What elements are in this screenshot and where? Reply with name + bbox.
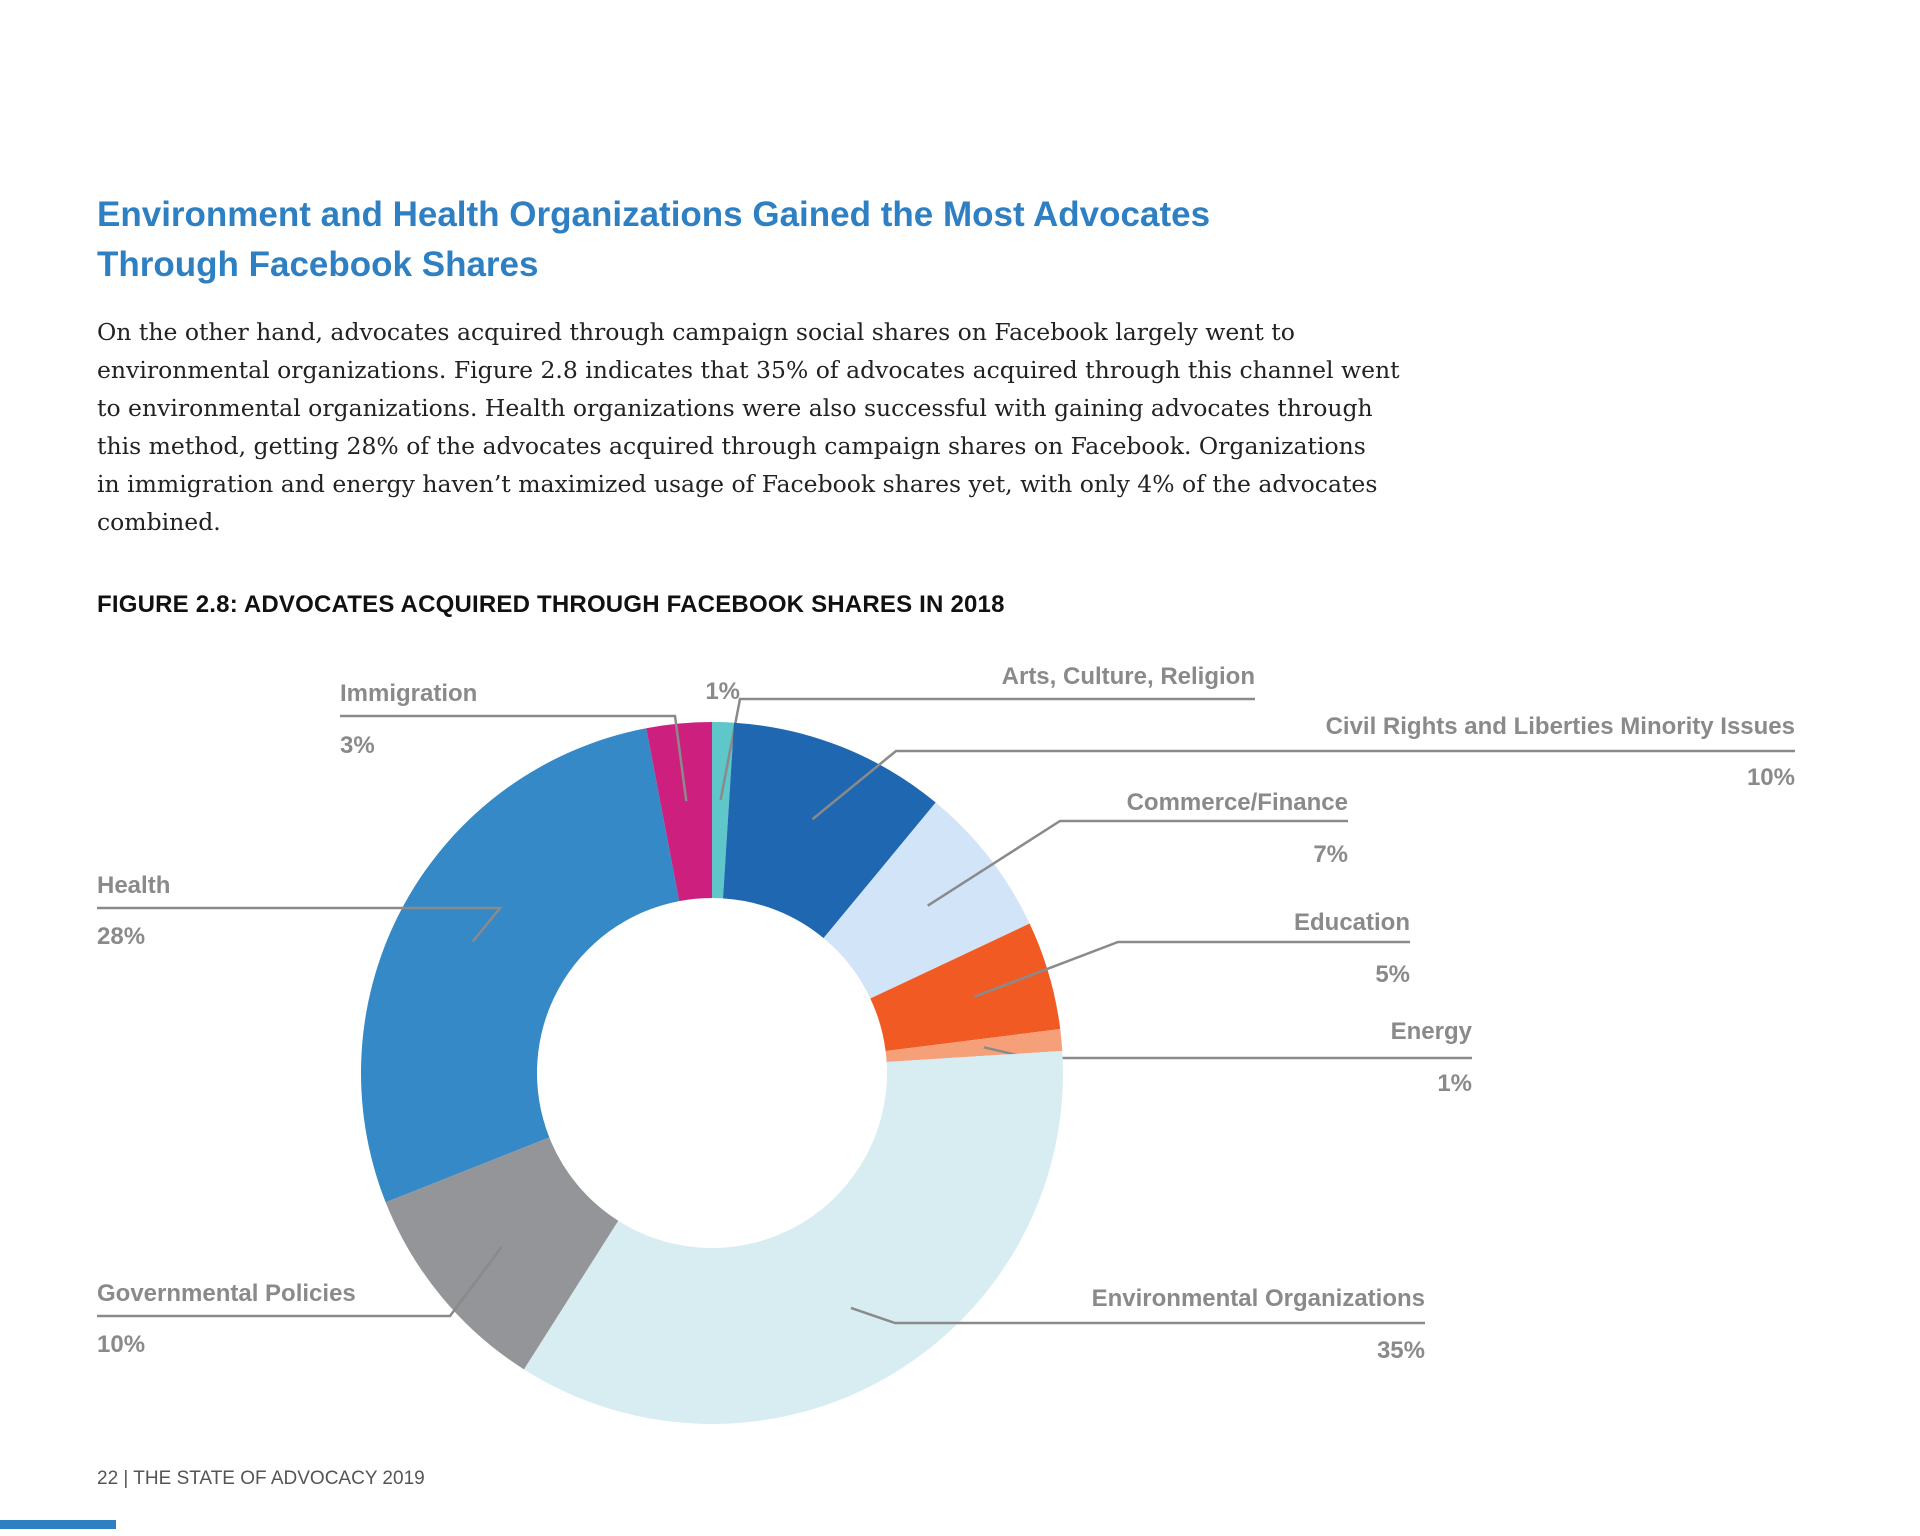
- slice-value-health: 28%: [97, 923, 145, 950]
- slice-label-health: Health: [97, 872, 170, 899]
- slice-environmental: [523, 1050, 1063, 1424]
- body-line: combined.: [97, 508, 221, 536]
- slice-value-environmental: 35%: [1377, 1337, 1425, 1364]
- slice-education: [870, 923, 1061, 1052]
- page-footer: 22 | THE STATE OF ADVOCACY 2019: [97, 1468, 425, 1489]
- body-line: On the other hand, advocates acquired th…: [97, 318, 1295, 346]
- slice-immigration: [646, 722, 712, 902]
- leader-line-immigration: [340, 714, 688, 802]
- slice-label-governmental: Governmental Policies: [97, 1280, 356, 1307]
- slice-arts: [712, 722, 735, 899]
- slice-value-immigration: 3%: [340, 732, 375, 759]
- body-paragraph: On the other hand, advocates acquired th…: [97, 313, 1400, 541]
- slice-value-civil-rights: 10%: [1747, 764, 1795, 791]
- leader-line-commerce: [927, 819, 1348, 907]
- body-line: in immigration and energy haven’t maximi…: [97, 470, 1378, 498]
- body-line: this method, getting 28% of the advocate…: [97, 432, 1366, 460]
- leader-line-arts: [719, 697, 1255, 801]
- slice-label-energy: Energy: [1391, 1018, 1473, 1045]
- body-line: environmental organizations. Figure 2.8 …: [97, 356, 1400, 384]
- body-line: to environmental organizations. Health o…: [97, 394, 1373, 422]
- slice-civil-rights: [722, 722, 936, 939]
- slice-value-arts: 1%: [705, 678, 740, 705]
- figure-title: FIGURE 2.8: ADVOCATES ACQUIRED THROUGH F…: [97, 591, 1005, 618]
- leader-line-governmental: [97, 1246, 503, 1318]
- slice-value-commerce: 7%: [1313, 841, 1348, 868]
- leader-line-health: [97, 906, 503, 943]
- slice-value-energy: 1%: [1437, 1070, 1472, 1097]
- slice-label-civil-rights: Civil Rights and Liberties Minority Issu…: [1326, 713, 1795, 740]
- footer-accent-bar: [0, 1520, 116, 1529]
- leader-line-civil-rights: [811, 749, 1795, 821]
- heading-line-2: Through Facebook Shares: [97, 245, 539, 284]
- slice-energy: [885, 1029, 1063, 1063]
- leader-line-education: [973, 940, 1410, 999]
- slice-label-environmental: Environmental Organizations: [1092, 1285, 1425, 1312]
- slice-label-arts: Arts, Culture, Religion: [1002, 663, 1255, 690]
- section-heading: Environment and Health Organizations Gai…: [97, 190, 1377, 290]
- slice-label-commerce: Commerce/Finance: [1127, 789, 1348, 816]
- slice-value-governmental: 10%: [97, 1331, 145, 1358]
- slice-commerce: [823, 802, 1030, 999]
- slice-label-immigration: Immigration: [340, 680, 477, 707]
- heading-line-1: Environment and Health Organizations Gai…: [97, 195, 1211, 234]
- leader-line-environmental: [850, 1306, 1425, 1325]
- slice-governmental: [385, 1137, 619, 1370]
- slice-label-education: Education: [1294, 909, 1410, 936]
- slice-value-education: 5%: [1375, 961, 1410, 988]
- slice-health: [361, 728, 680, 1203]
